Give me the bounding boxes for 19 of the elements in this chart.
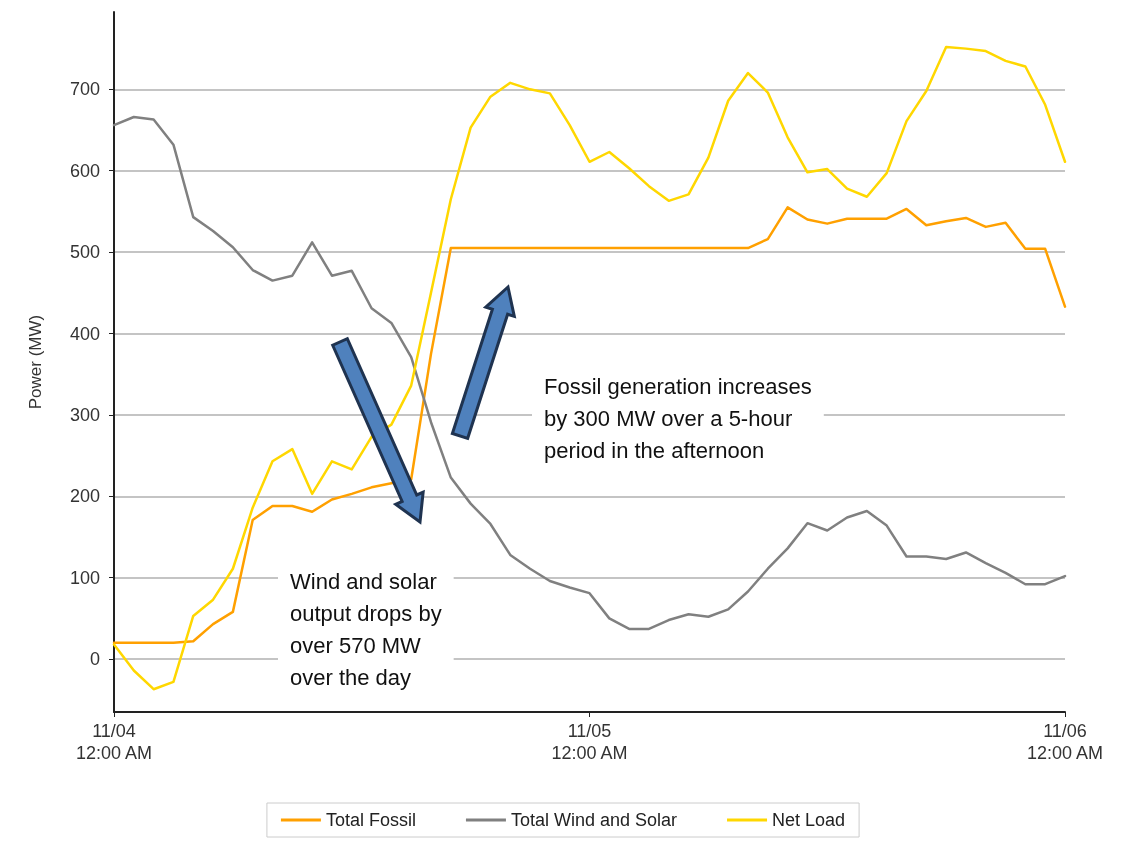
- annotation: Fossil generation increases by 300 MW over a 5-hour period in the afternoon: [544, 373, 812, 463]
- y-tick-label: 600: [69, 160, 100, 181]
- y-tick-label: 200: [69, 486, 100, 507]
- legend-label: Net Load: [772, 810, 846, 830]
- y-tick-label: 0: [89, 649, 100, 670]
- line-series: [112, 45, 1067, 691]
- x-tick-label: 11/04 12:00 AM: [75, 721, 153, 763]
- y-tick-label: 400: [69, 323, 100, 344]
- legend-label: Total Fossil: [325, 810, 416, 830]
- y-tick-label: 700: [69, 79, 100, 100]
- y-tick-label: 100: [69, 567, 100, 588]
- annotation: Wind and solar output drops by over 570 MW over the day: [290, 568, 442, 690]
- x-tick-label: 11/06 12:00 AM: [1026, 721, 1104, 763]
- y-tick-label: 300: [69, 404, 100, 425]
- line-series: [112, 115, 1067, 631]
- legend-label: Total Wind and Solar: [510, 810, 678, 830]
- x-tick-label: 11/05 12:00 AM: [551, 721, 628, 763]
- y-tick-label: 500: [69, 242, 100, 263]
- y-axis-title: Power (MW): [26, 314, 45, 410]
